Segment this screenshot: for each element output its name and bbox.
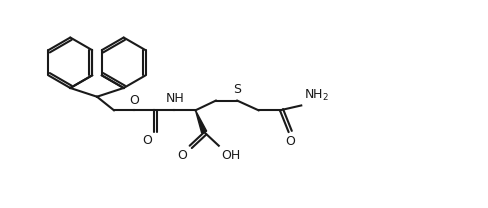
Text: NH$_2$: NH$_2$ [304,87,329,103]
Text: O: O [285,135,296,148]
Text: NH: NH [166,92,184,105]
Text: O: O [129,94,139,107]
Text: OH: OH [222,149,241,162]
Text: O: O [177,149,187,162]
Polygon shape [196,110,207,133]
Text: S: S [233,83,241,96]
Text: O: O [142,134,152,147]
